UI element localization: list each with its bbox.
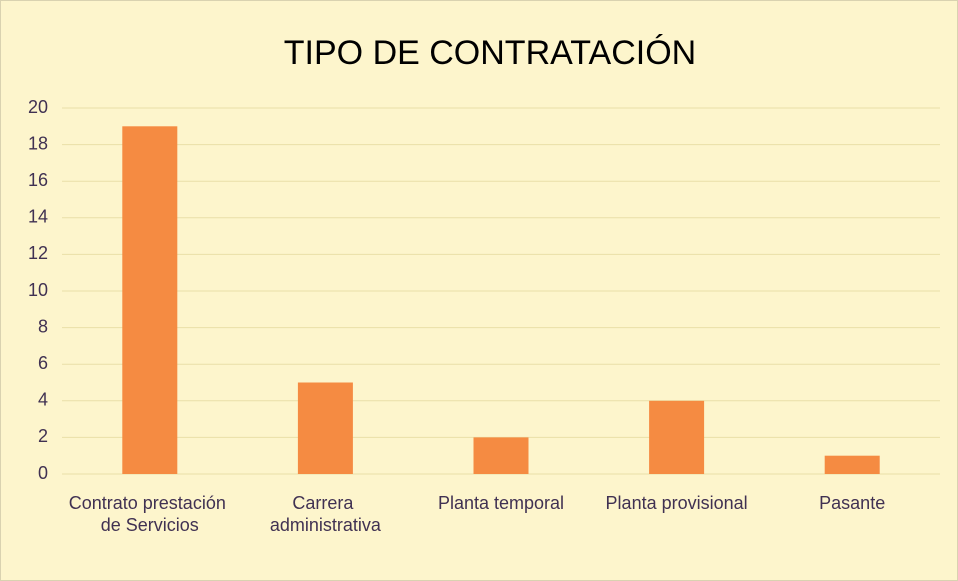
y-tick-label: 18 — [28, 133, 48, 153]
y-tick-label: 20 — [28, 97, 48, 117]
y-tick-label: 2 — [38, 426, 48, 446]
bar — [824, 455, 880, 474]
bar — [473, 437, 529, 474]
y-tick-label: 0 — [38, 463, 48, 483]
y-tick-label: 16 — [28, 170, 48, 190]
y-tick-label: 8 — [38, 316, 48, 336]
y-tick-label: 10 — [28, 280, 48, 300]
x-tick-label: Carrera administrativa — [270, 493, 382, 535]
x-tick-label: Contrato prestación de Servicios — [69, 493, 231, 535]
y-tick-label: 12 — [28, 243, 48, 263]
y-tick-label: 14 — [28, 207, 48, 227]
x-tick-label: Planta provisional — [606, 493, 748, 513]
bar — [122, 126, 178, 475]
chart-title: TIPO DE CONTRATACIÓN — [284, 34, 696, 72]
bar — [297, 382, 353, 474]
y-tick-label: 4 — [38, 390, 48, 410]
bar — [649, 400, 705, 474]
y-tick-label: 6 — [38, 353, 48, 373]
x-tick-label: Pasante — [819, 493, 885, 513]
x-tick-label: Planta temporal — [438, 493, 564, 513]
